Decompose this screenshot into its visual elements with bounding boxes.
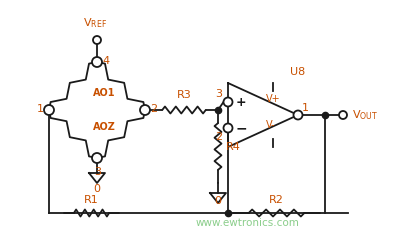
Circle shape [294,110,303,120]
Text: R1: R1 [84,195,99,205]
Circle shape [339,111,347,119]
Text: 3: 3 [94,167,101,177]
Text: R3: R3 [176,90,191,100]
Text: 1: 1 [301,103,309,113]
Text: AO1: AO1 [93,88,115,98]
Text: $\mathregular{V_{REF}}$: $\mathregular{V_{REF}}$ [83,16,107,30]
Text: www.ewtronics.com: www.ewtronics.com [196,218,300,228]
Text: 2: 2 [151,104,158,114]
Text: R4: R4 [226,141,241,152]
Text: +: + [236,95,247,109]
Circle shape [93,36,101,44]
Text: 0: 0 [94,184,101,194]
Circle shape [44,105,54,115]
Text: AOZ: AOZ [93,122,116,132]
Circle shape [92,153,102,163]
Circle shape [92,57,102,67]
Text: 0: 0 [215,196,222,206]
Circle shape [224,98,233,106]
Text: U8: U8 [290,67,305,77]
Text: −: − [236,121,248,135]
Text: 4: 4 [103,56,110,66]
Circle shape [224,124,233,133]
Circle shape [140,105,150,115]
Text: V+: V+ [266,94,281,104]
Text: 3: 3 [215,89,222,99]
Text: V-: V- [266,120,275,130]
Text: 2: 2 [215,132,222,142]
Text: R2: R2 [269,195,284,205]
Text: $\mathregular{V_{OUT}}$: $\mathregular{V_{OUT}}$ [352,108,378,122]
Text: 1: 1 [37,104,44,114]
